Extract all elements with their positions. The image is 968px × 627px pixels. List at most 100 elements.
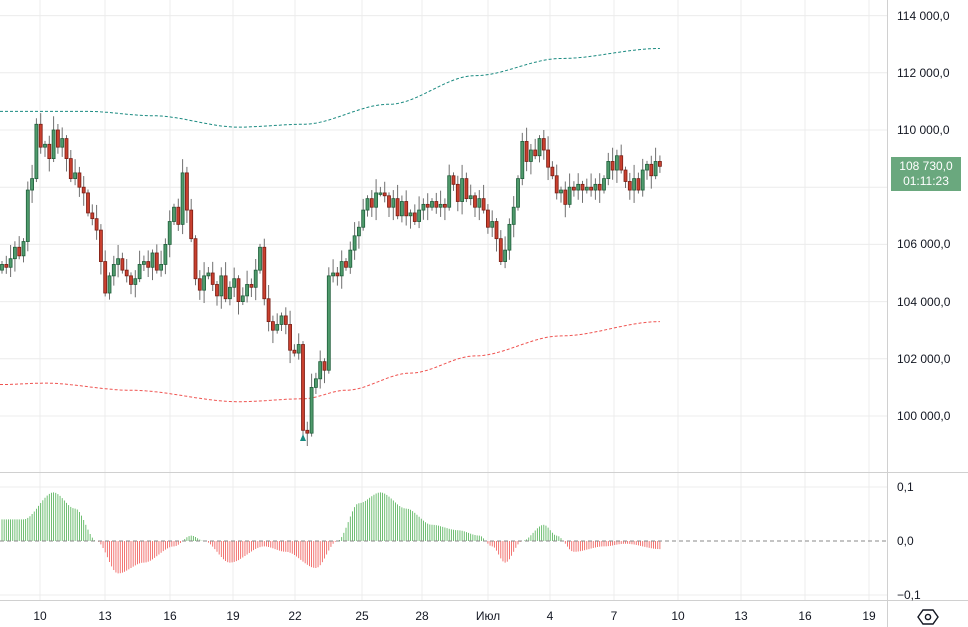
candle-up xyxy=(137,264,142,280)
candle-down xyxy=(481,198,486,211)
candle-down xyxy=(335,272,340,277)
candle-up xyxy=(576,183,581,191)
candle-down xyxy=(322,361,327,371)
candle-down xyxy=(90,212,95,220)
candle-down xyxy=(572,186,576,191)
time-tick-label: 4 xyxy=(546,609,554,623)
candle-down xyxy=(533,149,538,157)
candle-down xyxy=(494,221,499,240)
candle-up xyxy=(559,189,563,194)
time-tick-label: 13 xyxy=(734,609,748,623)
candle-up xyxy=(529,149,533,162)
candle-down xyxy=(146,261,151,268)
candle-up xyxy=(361,209,366,228)
candle-up xyxy=(34,123,39,180)
candle-up xyxy=(632,178,636,191)
candle-up xyxy=(606,161,611,180)
candle-up xyxy=(313,378,318,388)
candle-down xyxy=(68,158,73,180)
candle-down xyxy=(627,181,632,191)
candle-up xyxy=(219,275,224,297)
price-tick-label: 114 000,0 xyxy=(897,8,950,23)
candle-up xyxy=(511,206,516,225)
candle-up xyxy=(417,209,422,222)
time-tick-label: 10 xyxy=(671,609,685,623)
candle-up xyxy=(245,284,250,297)
candle-up xyxy=(468,195,473,200)
candle-down xyxy=(554,175,559,194)
candle-up xyxy=(0,264,4,271)
candle-up xyxy=(43,143,47,148)
candle-down xyxy=(283,315,288,325)
candle-down xyxy=(81,186,86,194)
candle-down xyxy=(344,261,348,268)
candle-down xyxy=(120,258,125,271)
candle-up xyxy=(73,172,77,180)
candle-down xyxy=(563,189,568,205)
price-tick-label: 110 000,0 xyxy=(897,123,950,137)
candle-up xyxy=(51,129,56,160)
candle-down xyxy=(223,275,228,300)
time-tick-label: 13 xyxy=(98,609,112,623)
candle-down xyxy=(636,178,641,191)
candle-up xyxy=(163,243,168,265)
last-price-label: 108 730,0 01:11:23 xyxy=(891,157,961,191)
candle-down xyxy=(124,269,129,277)
candle-down xyxy=(270,321,275,331)
upper-band-line xyxy=(0,48,660,128)
price-tick-label: 106 000,0 xyxy=(897,237,951,252)
time-tick-label: 19 xyxy=(226,609,240,623)
candle-down xyxy=(193,238,198,280)
candle-down xyxy=(305,429,310,434)
candle-down xyxy=(64,138,69,160)
candle-up xyxy=(339,261,344,277)
price-tick-label: 104 000,0 xyxy=(897,294,951,309)
candle-down xyxy=(56,129,60,148)
candle-down xyxy=(103,261,108,294)
candle-down xyxy=(464,178,469,200)
candle-up xyxy=(490,221,495,228)
candle-up xyxy=(421,203,426,211)
candle-up xyxy=(460,178,465,202)
candle-down xyxy=(485,209,490,228)
candle-down xyxy=(249,284,254,288)
candle-up xyxy=(507,223,512,251)
candle-up xyxy=(537,138,542,157)
candle-up xyxy=(206,272,211,277)
candle-down xyxy=(623,169,628,182)
candle-down xyxy=(550,166,555,177)
candle-down xyxy=(154,252,159,271)
candle-down xyxy=(189,209,194,240)
candle-down xyxy=(546,149,550,168)
candle-down xyxy=(451,175,456,185)
candle-down xyxy=(86,192,90,214)
settings-icon[interactable] xyxy=(917,607,939,627)
candle-down xyxy=(455,183,460,202)
candle-up xyxy=(331,272,336,277)
candle-up xyxy=(107,275,112,294)
candle-down xyxy=(658,161,662,167)
candle-down xyxy=(236,278,241,303)
candle-down xyxy=(597,183,602,191)
candle-down xyxy=(292,349,297,354)
candle-up xyxy=(167,221,172,245)
candle-down xyxy=(47,143,52,160)
candle-up xyxy=(141,261,146,265)
candle-down xyxy=(580,183,585,191)
time-tick-label: Июл xyxy=(475,609,501,623)
candle-down xyxy=(197,278,202,291)
candle-up xyxy=(399,201,404,217)
price-tick-label: 112 000,0 xyxy=(897,65,950,80)
candle-up xyxy=(567,186,572,205)
candle-down xyxy=(404,201,409,217)
candle-down xyxy=(387,195,391,208)
candle-down xyxy=(412,212,417,222)
time-tick-label: 22 xyxy=(288,609,302,623)
candle-up xyxy=(296,344,301,354)
oscillator-tick-label: 0,0 xyxy=(897,534,914,548)
candle-up xyxy=(430,201,434,208)
candle-up xyxy=(408,212,413,217)
candle-up xyxy=(318,361,323,380)
